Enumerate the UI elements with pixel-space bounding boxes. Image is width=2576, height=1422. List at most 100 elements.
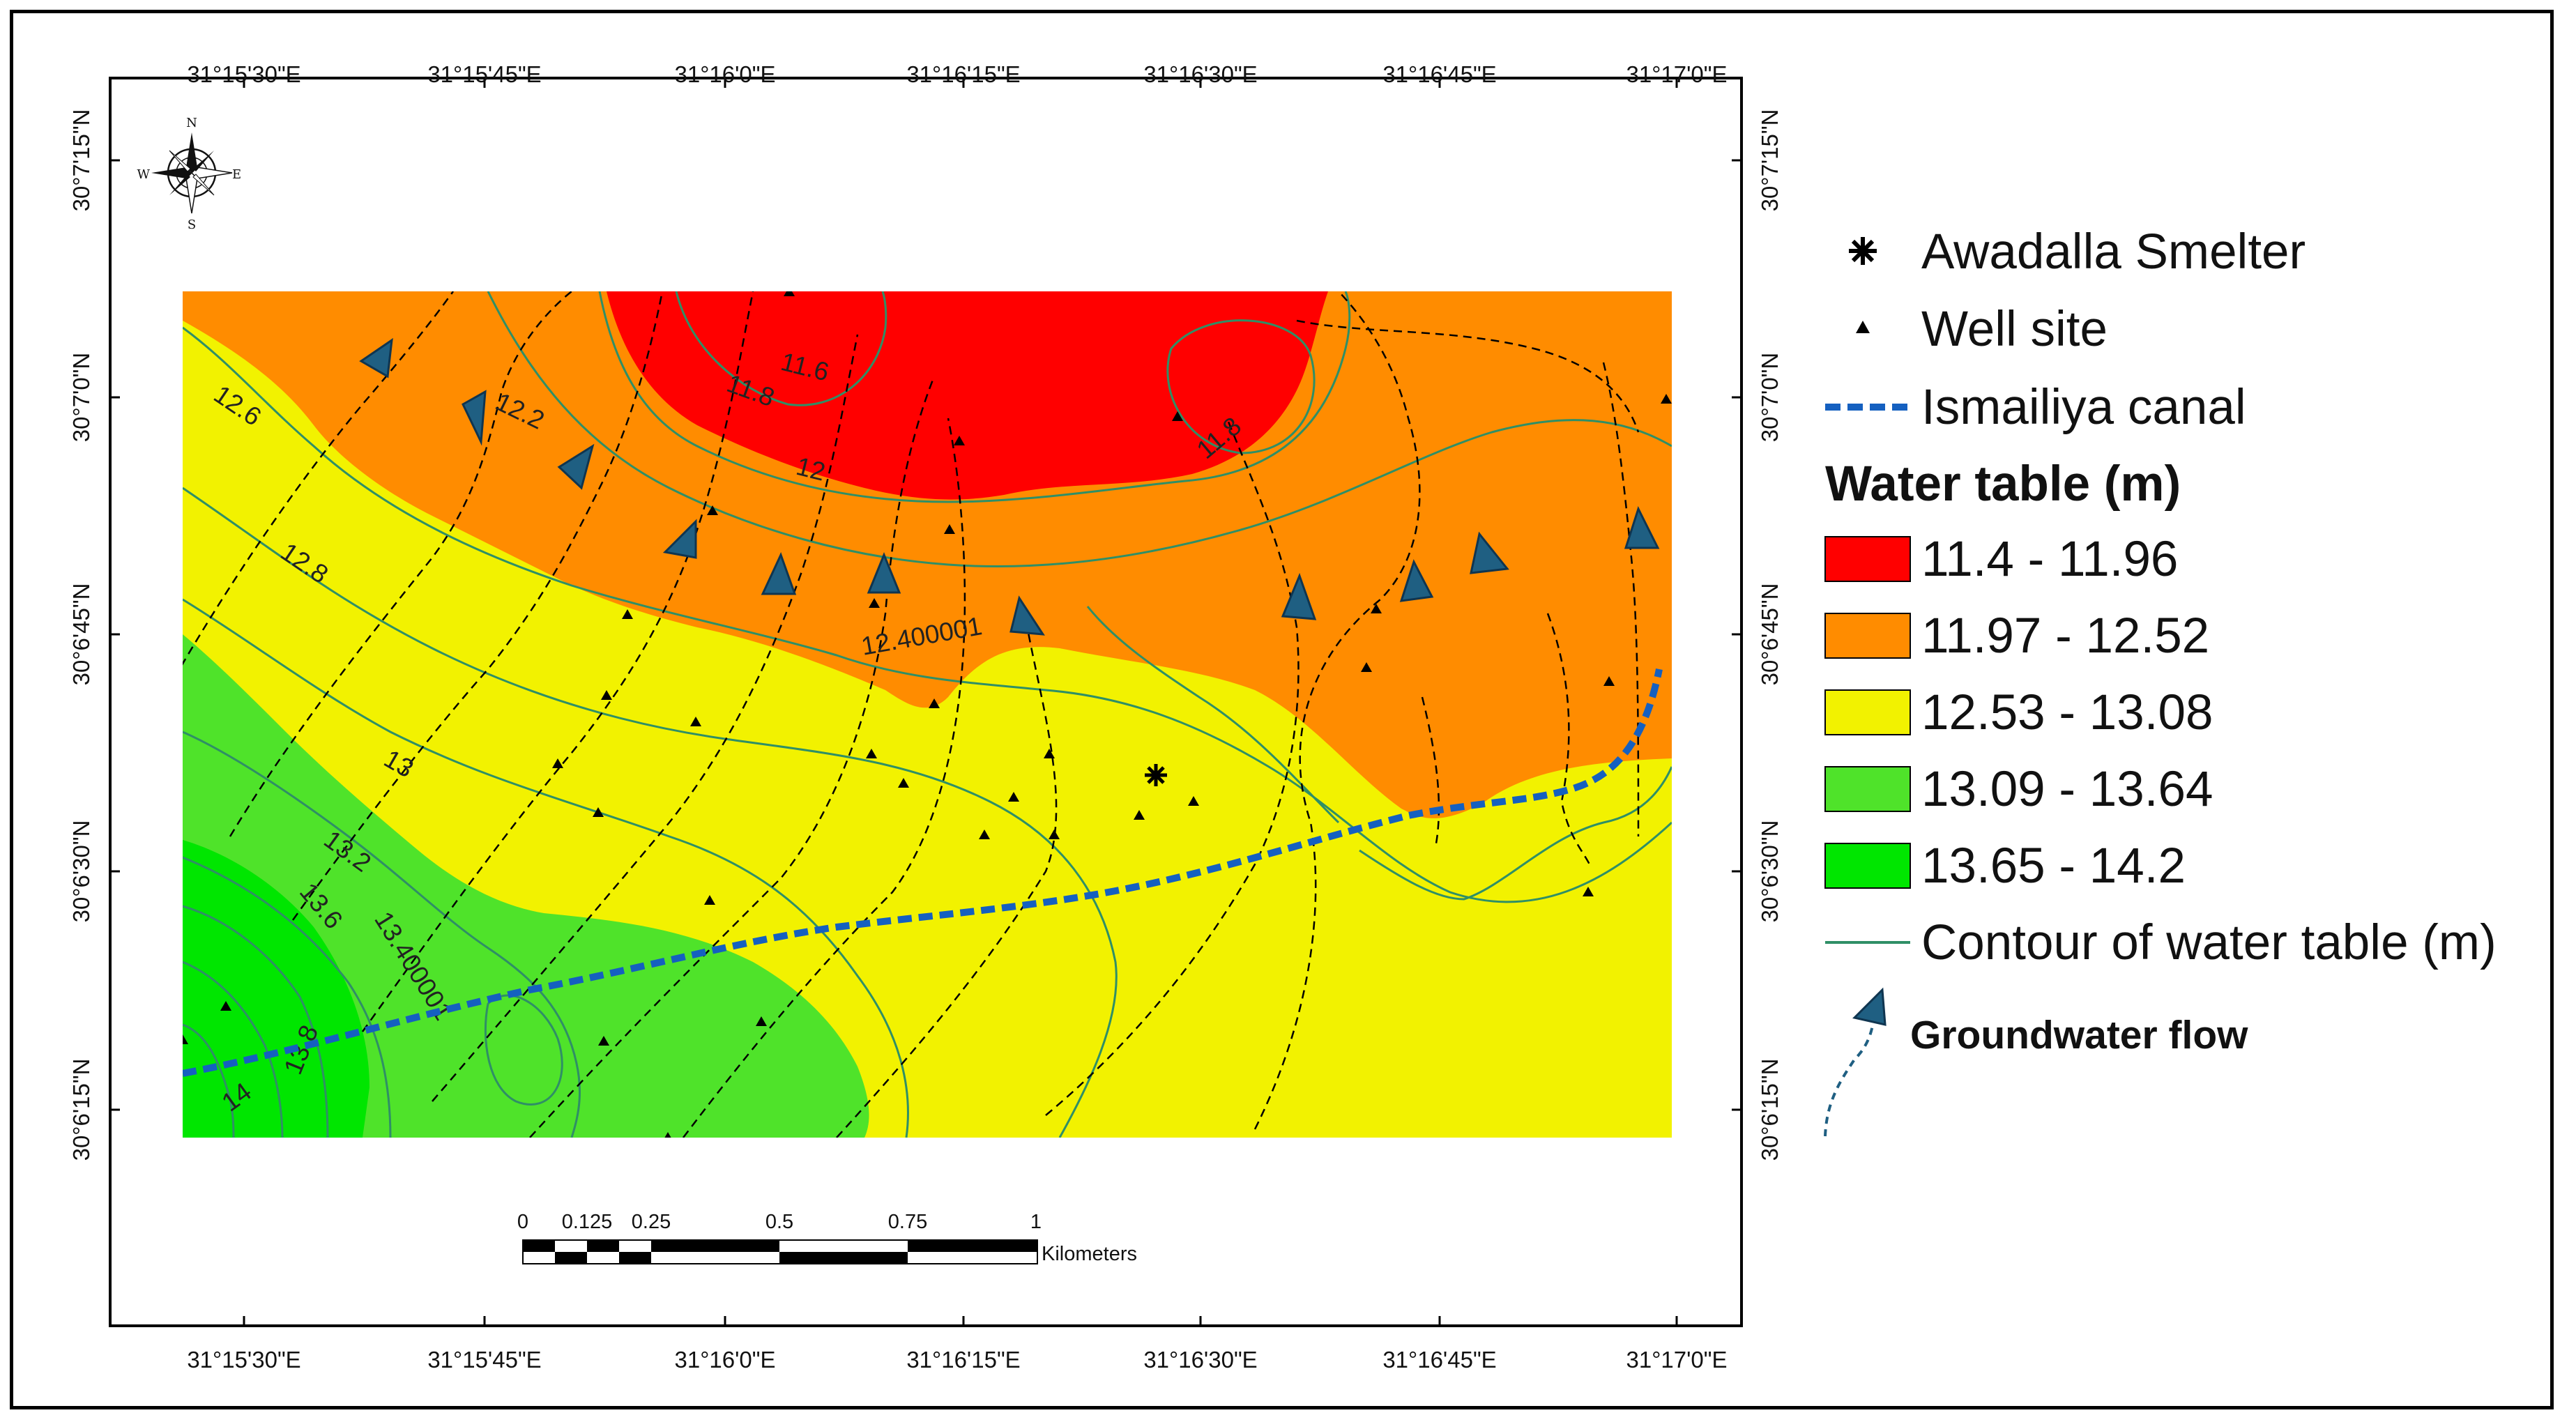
flow-line: [683, 418, 966, 1138]
flow-lines: [183, 291, 1640, 1138]
legend: Awadalla Smelter Well site Ismailiya can…: [1824, 224, 2497, 1137]
flow-line: [1253, 291, 1421, 1130]
flow-arrow: [1399, 559, 1434, 602]
ismailiya-canal: [183, 668, 1663, 1077]
axis-ticks: [110, 78, 1742, 1326]
scale-tick-label: 0.25: [632, 1211, 671, 1233]
legend-title: Water table (m): [1825, 457, 2181, 512]
well-site-marker: [898, 778, 909, 788]
well-site-marker: [1172, 411, 1183, 421]
flow-line: [432, 334, 859, 1102]
well-site-marker: [704, 895, 715, 905]
right-axis-label: 30°6'45"N: [1757, 583, 1783, 686]
right-axis-label: 30°6'30"N: [1757, 820, 1783, 923]
contour-line: [183, 905, 329, 1138]
well-site-marker: [598, 1036, 609, 1046]
contour-line: [1166, 319, 1316, 454]
well-site-marker: [1049, 830, 1060, 839]
right-axis-label: 30°7'0"N: [1757, 353, 1783, 442]
legend-class-label: 11.4 - 11.96: [1921, 532, 2178, 587]
top-axis-label: 31°15'30"E: [187, 61, 300, 87]
contour-line: [183, 1023, 235, 1138]
flow-line: [529, 376, 936, 1138]
flow-line: [291, 291, 664, 921]
top-axis-labels: 31°15'30"E 31°15'45"E 31°16'0"E 31°16'15…: [187, 61, 1727, 87]
legend-canal-label: Ismailiya canal: [1921, 380, 2246, 435]
flow-arrow: [462, 390, 487, 446]
legend-contour-label: Contour of water table (m): [1921, 915, 2497, 970]
well-site-marker: [1661, 394, 1672, 404]
figure-frame: [10, 10, 2554, 1409]
flow-line: [1546, 613, 1591, 865]
scale-unit-label: Kilometers: [1042, 1243, 1137, 1265]
legend-well-icon: [1856, 321, 1870, 333]
flow-line: [836, 613, 1058, 1138]
left-axis-label: 30°6'30"N: [68, 820, 94, 923]
legend-smelter-icon: [1849, 237, 1877, 265]
contour-line: [183, 487, 1118, 1138]
compass-north-label: N: [186, 116, 197, 130]
left-axis-labels: 30°7'15"N 30°7'0"N 30°6'45"N 30°6'30"N 3…: [68, 109, 94, 1161]
left-axis-label: 30°6'15"N: [68, 1059, 94, 1161]
legend-class-label: 13.65 - 14.2: [1921, 839, 2186, 894]
well-site-marker: [552, 758, 563, 768]
well-site-marker: [664, 1132, 671, 1138]
well-site-marker: [979, 830, 990, 839]
left-axis-label: 30°7'15"N: [68, 109, 94, 212]
top-axis-label: 31°15'45"E: [427, 61, 541, 87]
contour-line: [484, 994, 563, 1106]
well-site-marker: [1188, 796, 1199, 806]
scale-bar: 0 0.125 0.25 0.5 0.75 1 Kilometers: [517, 1211, 1137, 1265]
scale-tick-label: 0.75: [888, 1211, 927, 1233]
well-site-marker: [784, 291, 795, 296]
map-frame: [109, 77, 1743, 1327]
contour-line: [183, 961, 284, 1138]
flow-arrows: [359, 337, 1660, 636]
well-site-marker: [1044, 749, 1055, 758]
left-axis-label: 30°6'45"N: [68, 583, 94, 686]
legend-swatch: [1824, 843, 1911, 889]
flow-arrow: [1281, 572, 1317, 620]
left-axis-label: 30°7'0"N: [68, 353, 94, 442]
well-site-marker: [1603, 676, 1615, 686]
well-site-marker: [690, 717, 701, 726]
well-site-marker: [707, 505, 718, 515]
scale-tick-label: 0.125: [562, 1211, 613, 1233]
well-site-marker: [756, 1016, 767, 1026]
scale-tick-label: 0.5: [765, 1211, 793, 1233]
zone-11-97-12-52: [183, 291, 1672, 818]
well-site-marker: [869, 598, 880, 608]
well-site-marker: [944, 524, 955, 534]
legend-swatch: [1824, 613, 1911, 659]
well-site-marker: [183, 1034, 188, 1044]
legend-flow-label: Groundwater flow: [1910, 1013, 2248, 1057]
contour-line: [675, 291, 887, 406]
contour-label: 12: [793, 452, 828, 487]
well-site-marker: [593, 807, 604, 817]
bottom-axis-label: 31°17'0"E: [1626, 1347, 1728, 1373]
top-axis-label: 31°17'0"E: [1626, 61, 1728, 87]
compass-south-label: S: [188, 217, 196, 232]
north-arrow-icon: N S E W: [137, 116, 241, 232]
right-axis-label: 30°7'15"N: [1757, 109, 1783, 212]
well-site-marker: [866, 749, 877, 758]
well-site-marker: [929, 698, 940, 708]
well-site-marker: [1361, 662, 1372, 672]
contour-line: [183, 326, 1672, 903]
legend-class-label: 11.97 - 12.52: [1921, 609, 2209, 664]
legend-swatch: [1824, 536, 1911, 582]
contour-line: [598, 291, 1351, 503]
flow-line: [183, 291, 455, 666]
flow-arrow: [359, 337, 393, 379]
top-axis-label: 31°16'0"E: [675, 61, 776, 87]
flow-arrow: [1624, 506, 1660, 549]
legend-flow-line-icon: [1824, 1017, 1875, 1137]
legend-flow-arrow-icon: [1852, 987, 1887, 1026]
flow-arrow: [1009, 595, 1045, 636]
water-table-map: 11.6 11.8 11.8 12 12.2 12.400001 12.6 12…: [183, 291, 1672, 1138]
bottom-axis-label: 31°16'0"E: [675, 1347, 776, 1373]
well-site-marker: [954, 436, 965, 445]
flow-arrow: [867, 552, 901, 594]
scale-tick-label: 1: [1030, 1211, 1042, 1233]
top-axis-label: 31°16'45"E: [1382, 61, 1496, 87]
